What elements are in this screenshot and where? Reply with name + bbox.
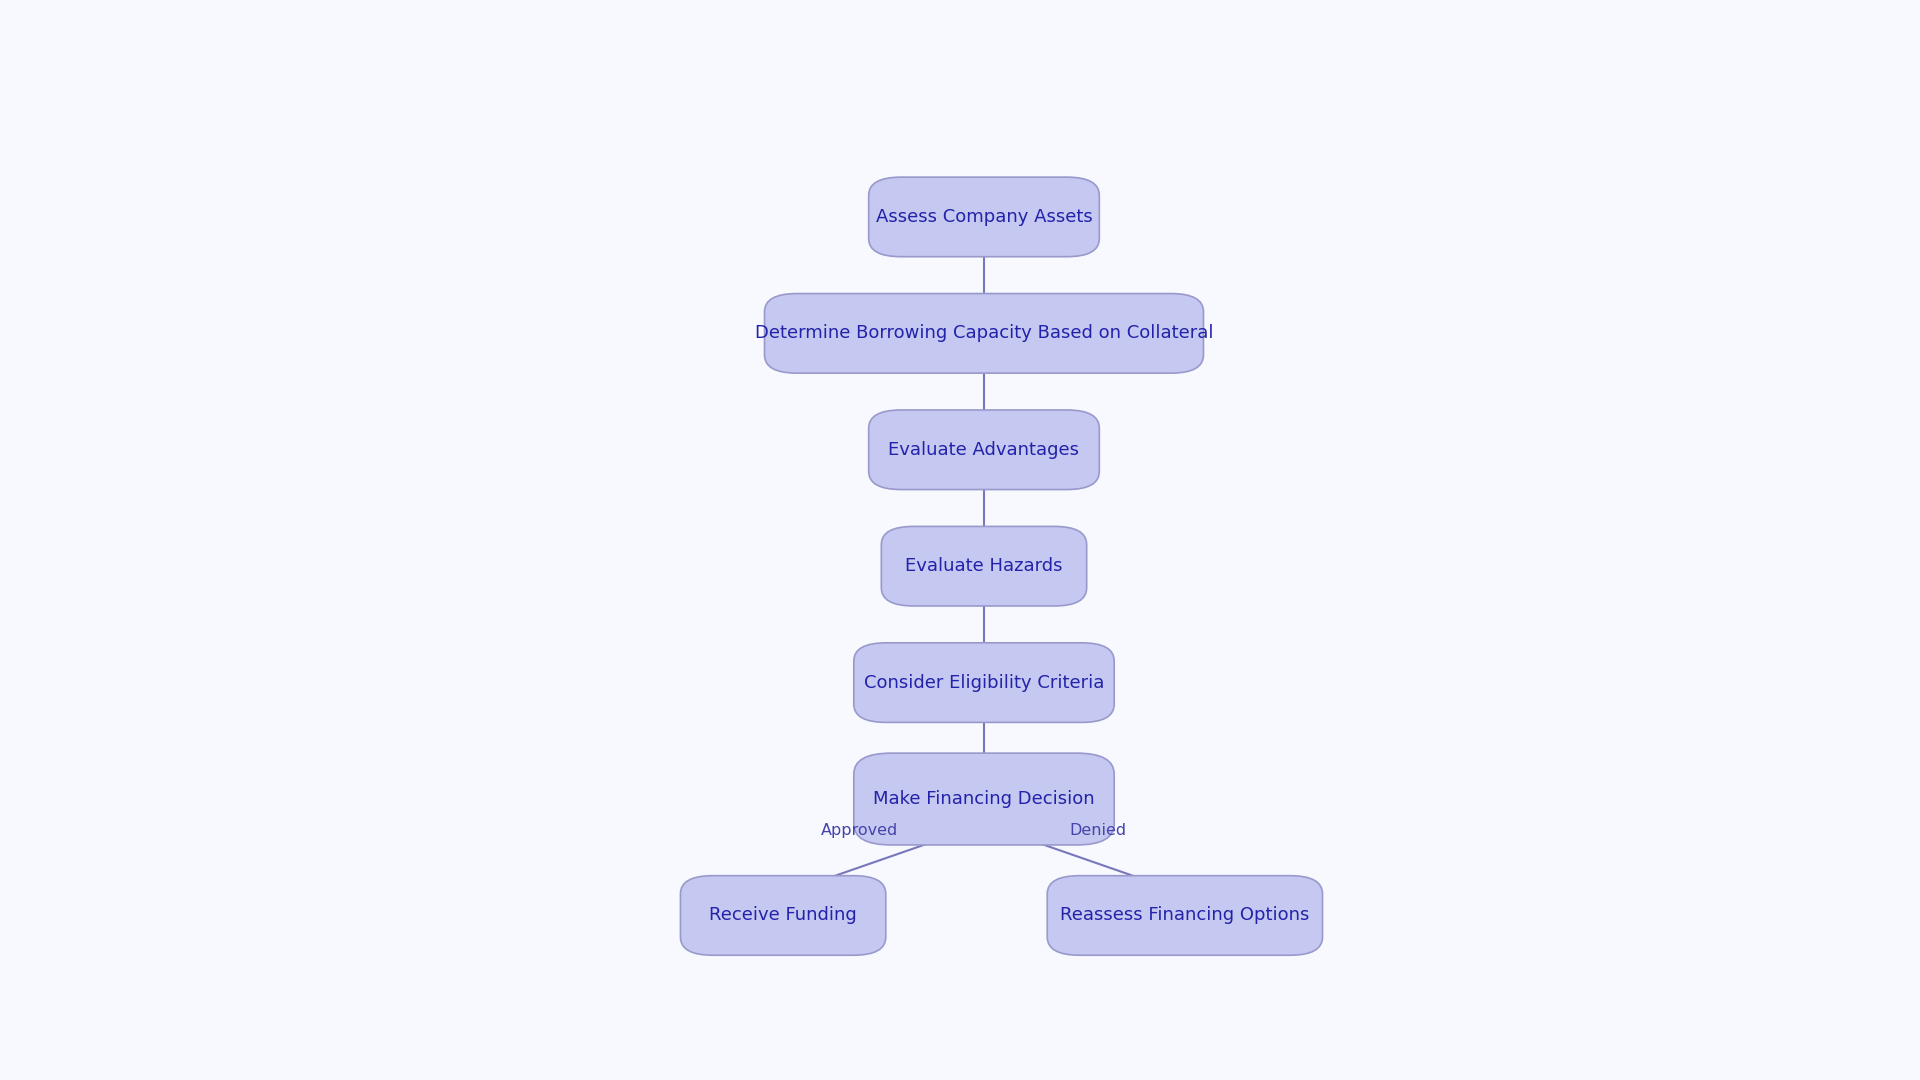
FancyBboxPatch shape xyxy=(1046,876,1323,955)
FancyBboxPatch shape xyxy=(881,526,1087,606)
Text: Assess Company Assets: Assess Company Assets xyxy=(876,208,1092,226)
FancyBboxPatch shape xyxy=(854,643,1114,723)
Text: Make Financing Decision: Make Financing Decision xyxy=(874,791,1094,808)
Text: Denied: Denied xyxy=(1069,823,1127,838)
FancyBboxPatch shape xyxy=(764,294,1204,373)
Text: Evaluate Advantages: Evaluate Advantages xyxy=(889,441,1079,459)
FancyBboxPatch shape xyxy=(868,410,1100,489)
Text: Approved: Approved xyxy=(822,823,899,838)
Text: Evaluate Hazards: Evaluate Hazards xyxy=(904,557,1064,576)
Text: Receive Funding: Receive Funding xyxy=(708,906,856,924)
Text: Reassess Financing Options: Reassess Financing Options xyxy=(1060,906,1309,924)
Text: Consider Eligibility Criteria: Consider Eligibility Criteria xyxy=(864,674,1104,691)
Text: Determine Borrowing Capacity Based on Collateral: Determine Borrowing Capacity Based on Co… xyxy=(755,324,1213,342)
FancyBboxPatch shape xyxy=(868,177,1100,257)
FancyBboxPatch shape xyxy=(854,753,1114,845)
FancyBboxPatch shape xyxy=(680,876,885,955)
